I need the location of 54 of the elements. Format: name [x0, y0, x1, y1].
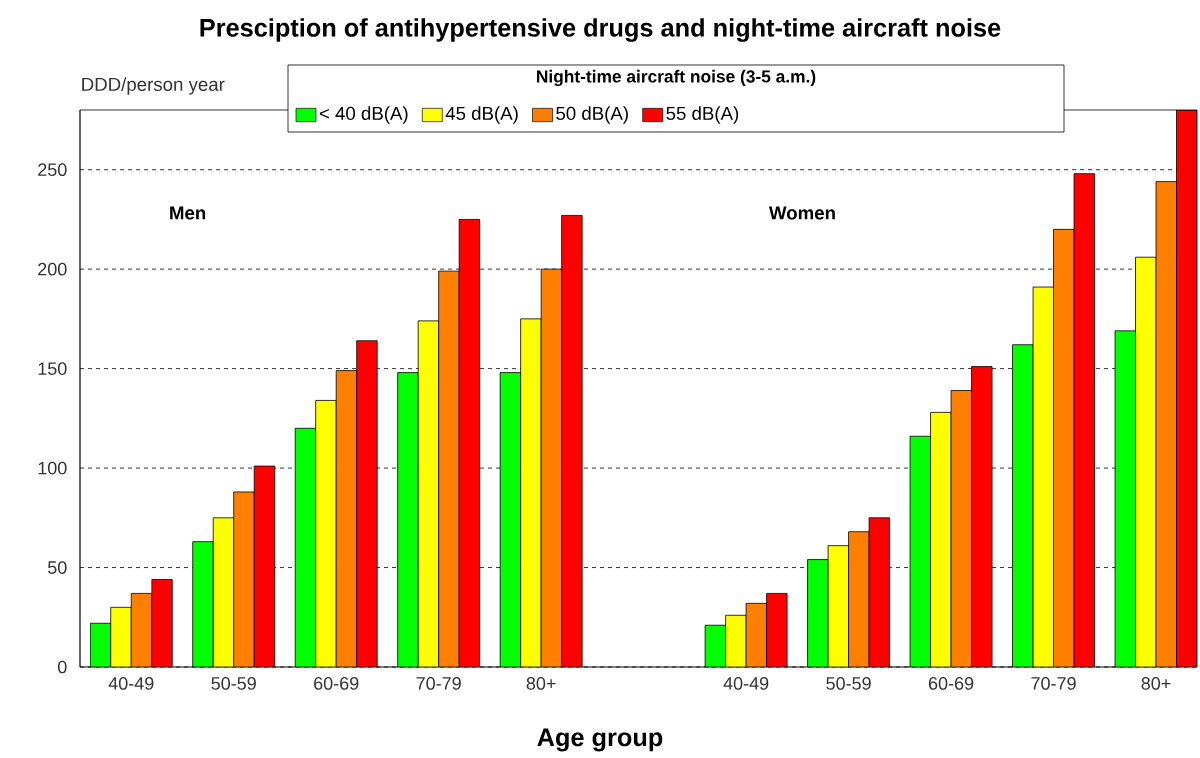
bar	[295, 428, 316, 667]
bar	[438, 271, 460, 667]
x-axis-title: Age group	[537, 728, 663, 752]
y-tick-label: 50	[47, 561, 67, 574]
bar	[520, 318, 542, 667]
x-tick-label: 50-59	[211, 677, 256, 690]
bar	[192, 541, 214, 667]
x-tick-label: 60-69	[928, 677, 974, 690]
x-tick-label: 40-49	[723, 677, 769, 690]
x-tick-label: 50-59	[826, 677, 871, 690]
bar	[930, 412, 952, 667]
bar	[725, 615, 747, 667]
bar	[746, 603, 767, 667]
y-tick-label: 250	[38, 163, 67, 177]
bar	[1114, 330, 1136, 667]
legend-label: 50 dB(A)	[556, 106, 628, 124]
bar	[315, 400, 337, 667]
bar	[828, 545, 849, 667]
x-tick-label: 80+	[526, 677, 556, 690]
bar	[213, 517, 234, 667]
legend-label: 55 dB(A)	[666, 106, 739, 124]
x-tick-label: 70-79	[1031, 677, 1076, 690]
bar	[1012, 344, 1034, 667]
bar	[848, 531, 870, 667]
bar	[1053, 229, 1075, 667]
bar	[233, 491, 255, 667]
bar	[910, 436, 931, 667]
bar	[397, 372, 419, 667]
bar	[541, 269, 562, 667]
bar	[110, 607, 132, 667]
bar	[131, 593, 152, 667]
bar	[336, 370, 357, 667]
bar	[500, 372, 521, 667]
legend-title: Night-time aircraft noise (3-5 a.m.)	[537, 69, 816, 87]
legend-label: < 40 dB(A)	[319, 106, 408, 124]
bar	[951, 390, 972, 667]
bar	[418, 320, 439, 667]
y-axis-title: DDD/person year	[82, 77, 225, 95]
bar	[1155, 181, 1177, 667]
annotation: Women	[768, 206, 835, 220]
x-tick-label: 40-49	[108, 677, 154, 690]
y-tick-label: 200	[38, 262, 67, 276]
legend-label: 45 dB(A)	[445, 106, 518, 124]
y-tick-label: 100	[38, 461, 67, 475]
bar	[1135, 256, 1157, 667]
chart-title: Presciption of antihypertensive drugs and night-time aircraft noise	[200, 18, 1001, 42]
x-tick-label: 60-69	[314, 677, 359, 690]
x-tick-label: 70-79	[416, 677, 461, 690]
bar	[807, 559, 829, 667]
bar	[1033, 287, 1054, 667]
y-tick-label: 150	[38, 362, 67, 375]
annotation: Men	[170, 206, 206, 220]
y-tick-label: 0	[57, 660, 67, 674]
x-tick-label: 80+	[1141, 677, 1171, 690]
